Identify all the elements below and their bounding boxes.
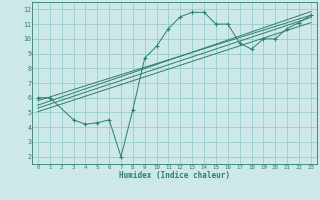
X-axis label: Humidex (Indice chaleur): Humidex (Indice chaleur) (119, 171, 230, 180)
